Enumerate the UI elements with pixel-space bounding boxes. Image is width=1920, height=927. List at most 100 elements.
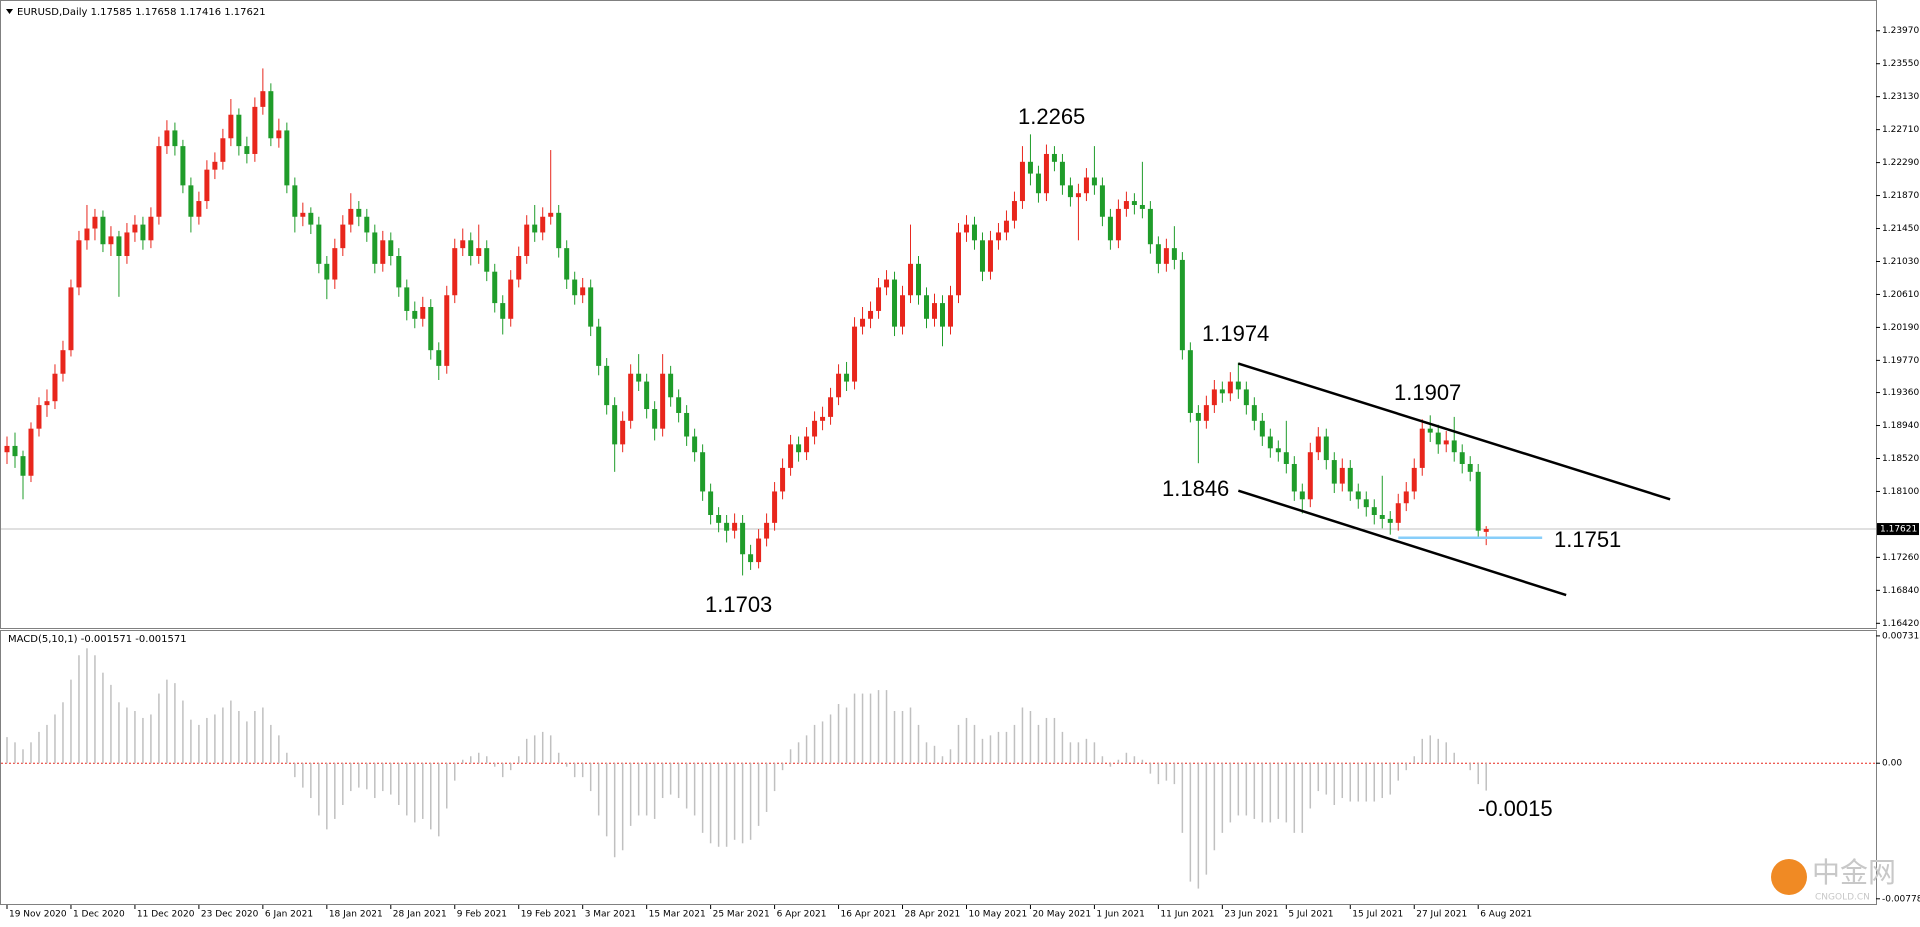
x-tick-label: 11 Dec 2020 xyxy=(137,910,195,920)
candle-body xyxy=(548,212,554,217)
candle-body xyxy=(1371,507,1377,516)
candle-body xyxy=(1331,460,1337,484)
candle-body xyxy=(796,444,802,453)
candle-body xyxy=(692,436,698,453)
candle-body xyxy=(1027,161,1033,174)
candle-body xyxy=(1003,220,1009,233)
x-tick-label: 23 Jun 2021 xyxy=(1224,910,1278,920)
menu-arrow[interactable] xyxy=(6,9,13,14)
candle-body xyxy=(44,401,50,406)
candle-body xyxy=(316,224,322,264)
y-tick-label: 1.16840 xyxy=(1882,586,1919,596)
candle-body xyxy=(116,236,122,256)
candle-body xyxy=(1443,440,1449,445)
candle-body xyxy=(484,248,490,272)
candle-body xyxy=(971,224,977,241)
y-tick-label: 1.21030 xyxy=(1882,257,1919,267)
candle-body xyxy=(156,146,162,217)
x-tick-label: 19 Nov 2020 xyxy=(9,910,67,920)
annotation: 1.2265 xyxy=(1018,104,1085,129)
candle-body xyxy=(1251,405,1257,421)
macd-panel xyxy=(0,630,1877,905)
candle-body xyxy=(140,224,146,241)
watermark: 中金网 CNGOLD.CN xyxy=(1771,856,1896,903)
watermark-logo xyxy=(1771,859,1807,895)
x-tick-label: 1 Dec 2020 xyxy=(73,910,125,920)
candle-body xyxy=(324,263,330,280)
candle-body xyxy=(76,240,82,288)
candle-body xyxy=(36,405,42,429)
candle-body xyxy=(916,263,922,296)
candle-body xyxy=(492,271,498,304)
y-tick-label: 1.19360 xyxy=(1882,388,1919,398)
current-price-box xyxy=(1877,523,1919,536)
candle-body xyxy=(1171,248,1177,260)
candle-body xyxy=(124,232,130,256)
candle-body xyxy=(380,240,386,264)
x-tick-label: 19 Feb 2021 xyxy=(521,910,577,920)
candle-body xyxy=(700,452,706,492)
candle-body xyxy=(1315,436,1321,453)
candle-body xyxy=(660,373,666,429)
candle-body xyxy=(963,224,969,233)
candle-body xyxy=(732,522,738,531)
candle-body xyxy=(404,287,410,311)
candle-body xyxy=(228,114,234,139)
candle-body xyxy=(1211,389,1217,406)
candle-body xyxy=(1347,467,1353,492)
y-tick-label: 1.20610 xyxy=(1882,290,1919,300)
x-tick-label: 15 Jul 2021 xyxy=(1352,910,1403,920)
candle-body xyxy=(1123,201,1129,209)
candle-body xyxy=(1147,208,1153,245)
x-tick-label: 18 Jan 2021 xyxy=(329,910,383,920)
candle-body xyxy=(1179,259,1185,351)
y-tick-label: 1.22290 xyxy=(1882,158,1919,168)
candle-body xyxy=(356,208,362,217)
candle-body xyxy=(724,522,730,531)
candle-body xyxy=(244,146,250,154)
candle-body xyxy=(820,416,826,421)
candle-body xyxy=(260,91,266,107)
candle-body xyxy=(20,456,26,476)
candle-body xyxy=(1475,471,1481,531)
candle-body xyxy=(236,114,242,147)
candle-body xyxy=(604,365,610,406)
candle-body xyxy=(436,350,442,366)
candle-body xyxy=(900,295,906,327)
x-tick-label: 3 Mar 2021 xyxy=(585,910,636,920)
macd-main: -0.001571 xyxy=(81,634,132,645)
annotation: 1.1974 xyxy=(1202,321,1269,346)
candle-body xyxy=(804,436,810,453)
annotation: 1.1846 xyxy=(1162,476,1229,501)
y-tick-label: 1.21870 xyxy=(1882,191,1919,201)
candle-body xyxy=(628,373,634,421)
candle-body xyxy=(1203,405,1209,421)
candle-body xyxy=(164,130,170,147)
current-price-label: 1.17621 xyxy=(1880,525,1917,535)
candle-body xyxy=(452,248,458,296)
candle-body xyxy=(28,428,34,476)
candle-body xyxy=(836,373,842,398)
candle-body xyxy=(1099,185,1105,217)
candle-body xyxy=(1059,161,1065,186)
candle-body xyxy=(348,208,354,225)
candle-body xyxy=(12,445,18,457)
candle-body xyxy=(532,224,538,233)
low: 1.17416 xyxy=(180,7,221,18)
candle-body xyxy=(1451,440,1457,453)
candle-body xyxy=(1243,389,1249,406)
candle-body xyxy=(1299,491,1305,500)
candle-body xyxy=(308,212,314,225)
x-tick-label: 1 Jun 2021 xyxy=(1096,910,1144,920)
candle-body xyxy=(955,232,961,296)
candle-body xyxy=(4,445,10,453)
macd-y-tick-label: -0.007787 xyxy=(1882,894,1920,904)
candle-body xyxy=(1483,529,1489,532)
candle-body xyxy=(52,373,58,402)
candle-body xyxy=(764,522,770,539)
x-tick-label: 15 Mar 2021 xyxy=(649,910,706,920)
candle-body xyxy=(396,255,402,288)
y-tick-label: 1.16420 xyxy=(1882,619,1919,629)
candle-body xyxy=(1395,503,1401,523)
